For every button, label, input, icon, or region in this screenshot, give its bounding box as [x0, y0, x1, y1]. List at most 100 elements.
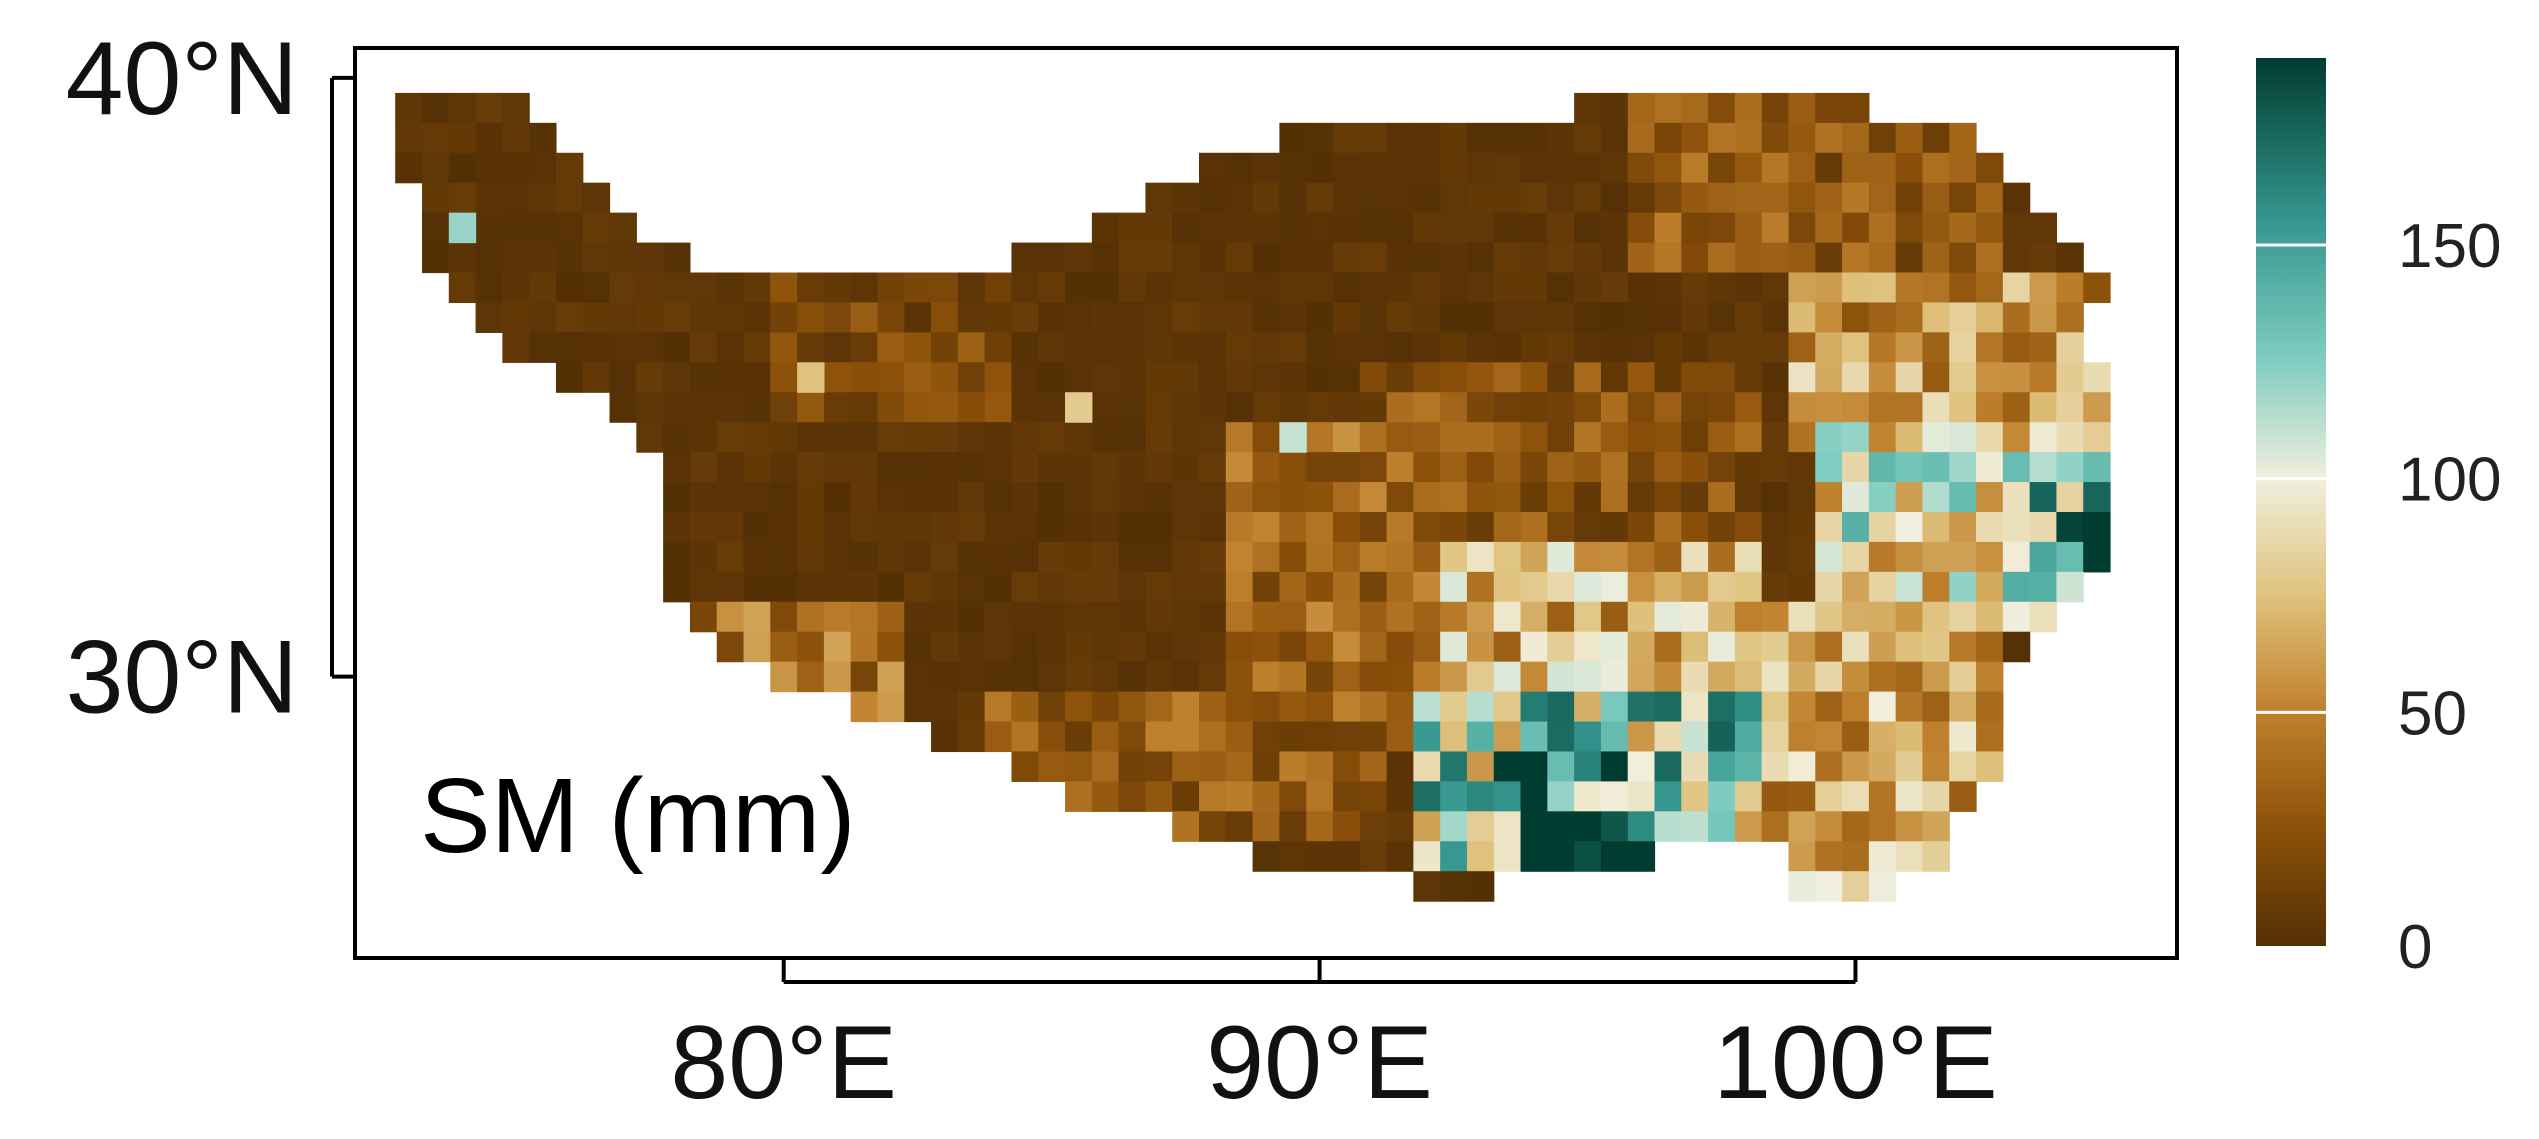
grid-cell	[1815, 422, 1843, 453]
grid-cell	[957, 422, 986, 453]
grid-cell	[1681, 212, 1709, 244]
grid-cell	[1600, 332, 1629, 363]
grid-cell	[1038, 721, 1066, 753]
grid-cell	[1306, 571, 1334, 603]
grid-cell	[582, 302, 611, 333]
grid-cell	[1440, 182, 1468, 214]
grid-cell	[1842, 781, 1870, 812]
grid-cell	[1868, 422, 1897, 453]
grid-cell	[1279, 781, 1307, 812]
grid-cell	[1493, 122, 1522, 154]
grid-cell	[395, 122, 423, 154]
grid-cell	[1922, 751, 1950, 782]
grid-cell	[448, 152, 477, 184]
panel-label: SM (mm)	[420, 757, 856, 875]
grid-cell	[1574, 571, 1602, 603]
grid-cell	[1547, 601, 1575, 633]
grid-cell	[1788, 452, 1816, 483]
grid-cell	[1949, 392, 1977, 423]
grid-cell	[1065, 541, 1093, 573]
grid-cell	[1386, 571, 1414, 603]
grid-cell	[1306, 152, 1334, 184]
grid-cell	[1922, 182, 1950, 214]
grid-cell	[1868, 122, 1897, 154]
grid-cell	[1038, 511, 1066, 543]
grid-cell	[1332, 332, 1361, 363]
grid-cell	[1574, 452, 1602, 483]
grid-cell	[689, 422, 718, 453]
grid-cell	[1252, 212, 1280, 244]
grid-cell	[1440, 631, 1468, 663]
grid-cell	[1065, 362, 1093, 393]
grid-cell	[1065, 601, 1093, 633]
grid-cell	[904, 452, 932, 483]
axes-layer: 30°N 40°N 80°E 90°E 100°E	[66, 21, 1998, 1121]
grid-cell	[1842, 841, 1870, 872]
grid-cell	[1065, 631, 1093, 663]
grid-cell	[797, 392, 825, 423]
grid-cell	[1681, 541, 1709, 573]
grid-cell	[1493, 272, 1522, 304]
grid-cell	[1413, 841, 1441, 872]
grid-cell	[1681, 332, 1709, 363]
grid-cell	[1252, 721, 1280, 753]
grid-cell	[850, 362, 879, 393]
grid-cell	[1895, 721, 1924, 753]
grid-cell	[743, 571, 771, 603]
grid-cell	[1306, 661, 1334, 693]
grid-cell	[1493, 452, 1522, 483]
grid-cell	[555, 152, 584, 184]
grid-cell	[1091, 571, 1120, 603]
grid-cell	[1788, 631, 1816, 663]
grid-cell	[716, 571, 745, 603]
grid-cell	[1520, 242, 1548, 274]
grid-cell	[1574, 631, 1602, 663]
grid-cell	[2083, 482, 2111, 513]
grid-cell	[1788, 332, 1816, 363]
grid-cell	[1949, 511, 1977, 543]
grid-cell	[395, 152, 423, 184]
grid-cell	[1172, 362, 1200, 393]
grid-cell	[1065, 661, 1093, 693]
grid-cell	[716, 482, 745, 513]
grid-cell	[1065, 452, 1093, 483]
grid-cell	[1734, 721, 1763, 753]
grid-cell	[1761, 811, 1790, 842]
grid-cell	[1922, 541, 1950, 573]
grid-cell	[1386, 422, 1414, 453]
grid-cell	[529, 302, 557, 333]
grid-cell	[1761, 92, 1790, 124]
grid-cell	[1922, 152, 1950, 184]
grid-cell	[716, 302, 745, 333]
grid-cell	[1359, 302, 1388, 333]
grid-cell	[1440, 571, 1468, 603]
grid-cell	[1306, 781, 1334, 812]
grid-cell	[1520, 122, 1548, 154]
grid-cell	[1359, 751, 1388, 782]
grid-cell	[1627, 152, 1656, 184]
grid-cell	[1788, 302, 1816, 333]
grid-cell	[1225, 212, 1254, 244]
grid-cell	[1627, 212, 1656, 244]
grid-cell	[2002, 482, 2031, 513]
grid-cell	[1252, 601, 1280, 633]
grid-cell	[850, 392, 879, 423]
grid-cell	[475, 122, 503, 154]
grid-cell	[850, 511, 879, 543]
grid-cell	[1842, 511, 1870, 543]
grid-cell	[1842, 392, 1870, 423]
grid-cell	[1252, 362, 1280, 393]
grid-cell	[1359, 332, 1388, 363]
grid-cell	[1949, 781, 1977, 812]
grid-cell	[1199, 631, 1227, 663]
grid-cell	[1118, 571, 1147, 603]
grid-cell	[904, 661, 932, 693]
grid-cell	[1332, 392, 1361, 423]
grid-cell	[1574, 92, 1602, 124]
grid-cell	[1279, 811, 1307, 842]
grid-cell	[1976, 751, 2004, 782]
grid-cell	[555, 362, 584, 393]
grid-cell	[1359, 362, 1388, 393]
grid-cell	[877, 541, 905, 573]
grid-cell	[1949, 332, 1977, 363]
